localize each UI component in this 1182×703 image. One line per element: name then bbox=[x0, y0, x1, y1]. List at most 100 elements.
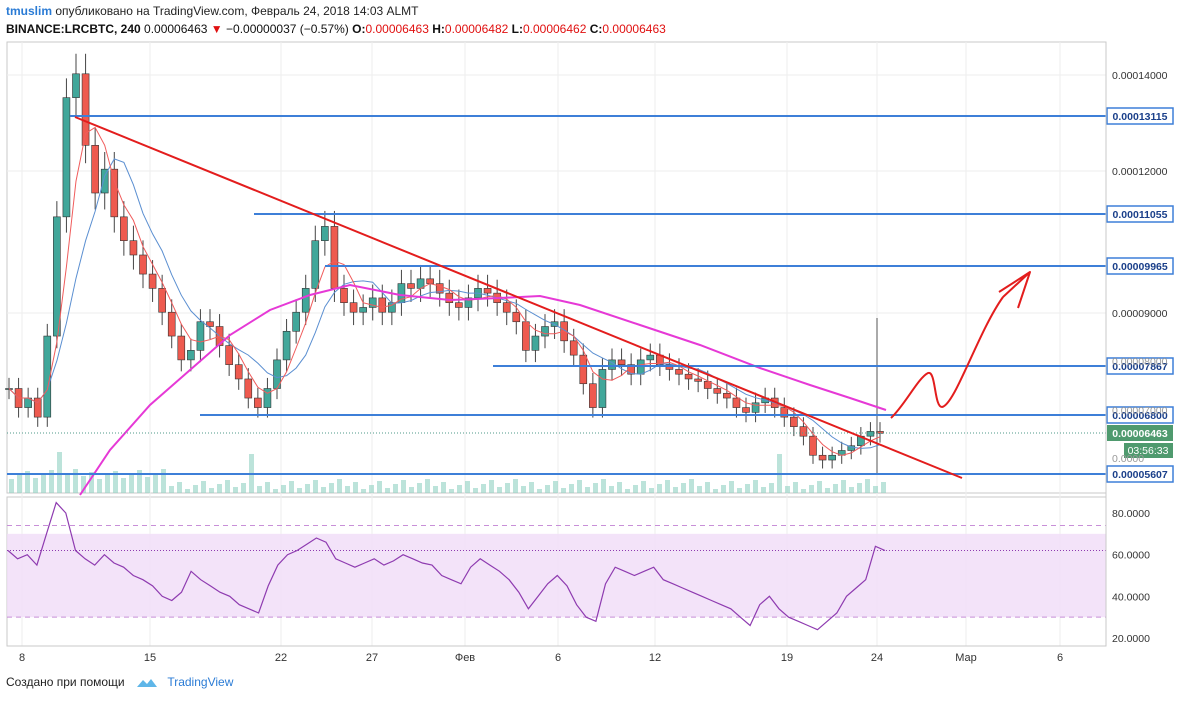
volume-bar bbox=[521, 486, 526, 493]
candle-body bbox=[177, 335, 186, 361]
volume-bar bbox=[329, 483, 334, 493]
price-level-tag bbox=[1106, 406, 1174, 424]
high-label: H: bbox=[432, 22, 445, 36]
price-level-tag bbox=[1106, 107, 1174, 125]
rsi-pane: 80.0000 60.0000 40.0000 20.0000 bbox=[7, 501, 1150, 645]
volume-bar bbox=[545, 485, 550, 493]
candle-body bbox=[292, 311, 300, 332]
volume-bar bbox=[769, 483, 774, 493]
volume-bar bbox=[865, 479, 870, 493]
candle-body bbox=[818, 454, 827, 461]
volume-bar bbox=[265, 482, 270, 493]
price-level-tag bbox=[1106, 257, 1174, 275]
candle-body bbox=[589, 383, 597, 408]
volume-bar bbox=[257, 486, 262, 493]
candle-body bbox=[502, 302, 511, 313]
volume-bar bbox=[9, 479, 14, 493]
volume-bar bbox=[657, 484, 662, 493]
x-tick-label: 24 bbox=[871, 652, 883, 664]
candle-body bbox=[129, 240, 138, 256]
volume-bar bbox=[833, 484, 838, 493]
x-tick-label: Фев bbox=[455, 652, 475, 664]
candle-body bbox=[531, 335, 540, 351]
ma200-line bbox=[79, 283, 887, 496]
price-tick-label: 0.0000 bbox=[1112, 453, 1144, 465]
volume-bar bbox=[169, 486, 174, 493]
last-price-value: 0.00006463 bbox=[1112, 428, 1168, 440]
candle-body bbox=[732, 397, 741, 408]
candle-body bbox=[110, 168, 119, 218]
volume-bar bbox=[233, 487, 238, 493]
close-label: C: bbox=[589, 22, 603, 36]
low-value: 0.00006462 bbox=[522, 22, 587, 36]
volume-bar bbox=[593, 483, 598, 493]
candle-body bbox=[139, 254, 147, 275]
volume-bar bbox=[441, 482, 446, 493]
created-with-text: Создано при помощи bbox=[6, 675, 125, 689]
candle-body bbox=[407, 283, 415, 289]
volume-bar bbox=[137, 470, 142, 493]
price-level-tag bbox=[1106, 205, 1174, 223]
price-level-value: 0.00005607 bbox=[1112, 469, 1168, 481]
volume-bar bbox=[321, 487, 326, 493]
candle-body bbox=[282, 330, 291, 361]
volume-bar bbox=[17, 475, 22, 493]
volume-bar bbox=[673, 487, 678, 493]
chart-axes: 8 15 22 27 Фев 6 12 19 24 Мар 6 0.00014000 0.0001200… bbox=[7, 42, 1168, 664]
low-label: L: bbox=[511, 22, 523, 36]
author-name[interactable]: tmuslim bbox=[6, 4, 53, 18]
volume-bar bbox=[737, 488, 742, 493]
volume-bar bbox=[281, 485, 286, 493]
candle-body bbox=[445, 292, 454, 303]
candle-body bbox=[866, 431, 875, 437]
candle-body bbox=[464, 297, 473, 308]
volume-bar bbox=[65, 473, 70, 493]
rsi-tick-label: 80.0000 bbox=[1112, 508, 1150, 520]
x-tick-label: 6 bbox=[1057, 652, 1063, 664]
volume-bar bbox=[745, 484, 750, 493]
x-tick-label: 8 bbox=[19, 652, 25, 664]
price-level-value: 0.00011055 bbox=[1113, 209, 1168, 221]
volume-bar bbox=[721, 485, 726, 493]
volume-bar bbox=[201, 481, 206, 493]
price-level-value: 0.00006800 bbox=[1112, 410, 1168, 422]
x-tick-label: 6 bbox=[555, 652, 561, 664]
x-tick-label: 19 bbox=[781, 652, 793, 664]
candle-body bbox=[799, 426, 808, 437]
candle-body bbox=[713, 388, 722, 394]
volume-bar bbox=[81, 476, 86, 493]
candle-body bbox=[167, 311, 176, 337]
volume-bar bbox=[113, 471, 118, 493]
volume-bar bbox=[785, 486, 790, 493]
volume-bar bbox=[97, 479, 102, 493]
volume-bar bbox=[49, 470, 54, 493]
candle-body bbox=[91, 145, 99, 194]
volume-bar bbox=[713, 489, 718, 493]
volume-bar bbox=[553, 481, 558, 493]
candle-body bbox=[33, 397, 42, 418]
open-value: 0.00006463 bbox=[365, 22, 429, 36]
volume-bar bbox=[57, 452, 62, 493]
trendline[interactable] bbox=[74, 116, 963, 479]
candle-body bbox=[665, 364, 674, 370]
publish-line: tmuslim опубликовано на TradingView.com,… bbox=[6, 3, 419, 19]
volume-bar bbox=[209, 488, 214, 493]
candle-body bbox=[684, 373, 693, 380]
volume-bar bbox=[841, 480, 846, 493]
tradingview-link[interactable]: TradingView bbox=[167, 675, 234, 689]
projection-arrow[interactable] bbox=[890, 271, 1031, 419]
volume-bar bbox=[881, 482, 886, 493]
price-level-tag bbox=[1106, 465, 1174, 483]
volume-bar bbox=[873, 486, 878, 493]
candle-body bbox=[53, 216, 61, 337]
ma-slow-line bbox=[8, 158, 881, 449]
price-levels[interactable]: 0.00013115 0.00011055 0.00009965 0.00007867… bbox=[7, 107, 1174, 483]
volume-bar bbox=[689, 479, 694, 493]
volume-bar bbox=[33, 478, 38, 493]
x-tick-label: 12 bbox=[649, 652, 661, 664]
last-price: 0.00006463 bbox=[144, 22, 208, 36]
candle-body bbox=[598, 369, 607, 408]
volume-bar bbox=[457, 485, 462, 493]
volume-bar bbox=[217, 484, 222, 493]
